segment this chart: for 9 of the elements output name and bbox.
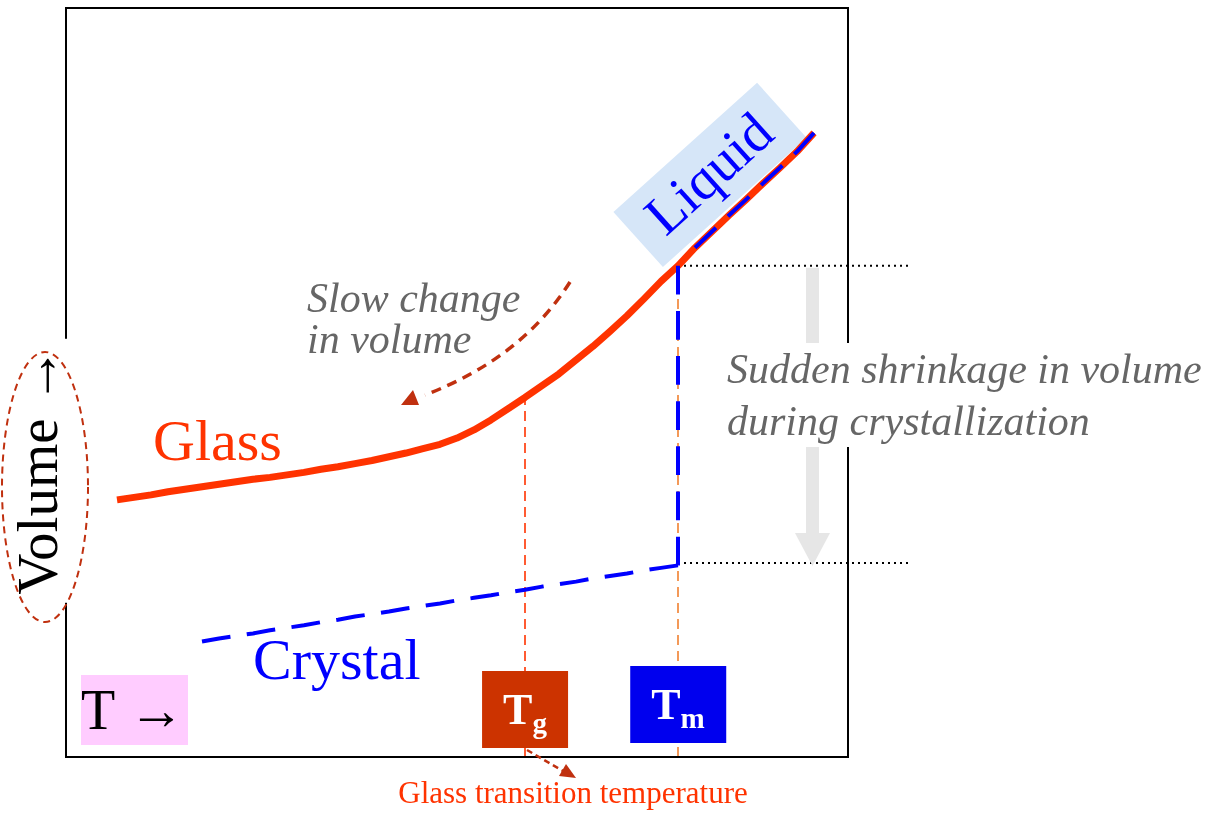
- y-axis-title: Volume →: [6, 338, 69, 603]
- text: Glass transition temperature: [398, 775, 748, 810]
- x-tick-label: T$_{m}$: [630, 666, 726, 743]
- series-label: Glass: [153, 407, 282, 473]
- x-axis-title: T →: [81, 675, 189, 745]
- series-label: Crystal: [253, 626, 421, 692]
- annotation: Slow change in volume: [307, 275, 522, 362]
- x-tick-label: T$_{g}$: [482, 671, 568, 748]
- annotation: Sudden shrinkage in volume during crystallization: [727, 343, 1212, 447]
